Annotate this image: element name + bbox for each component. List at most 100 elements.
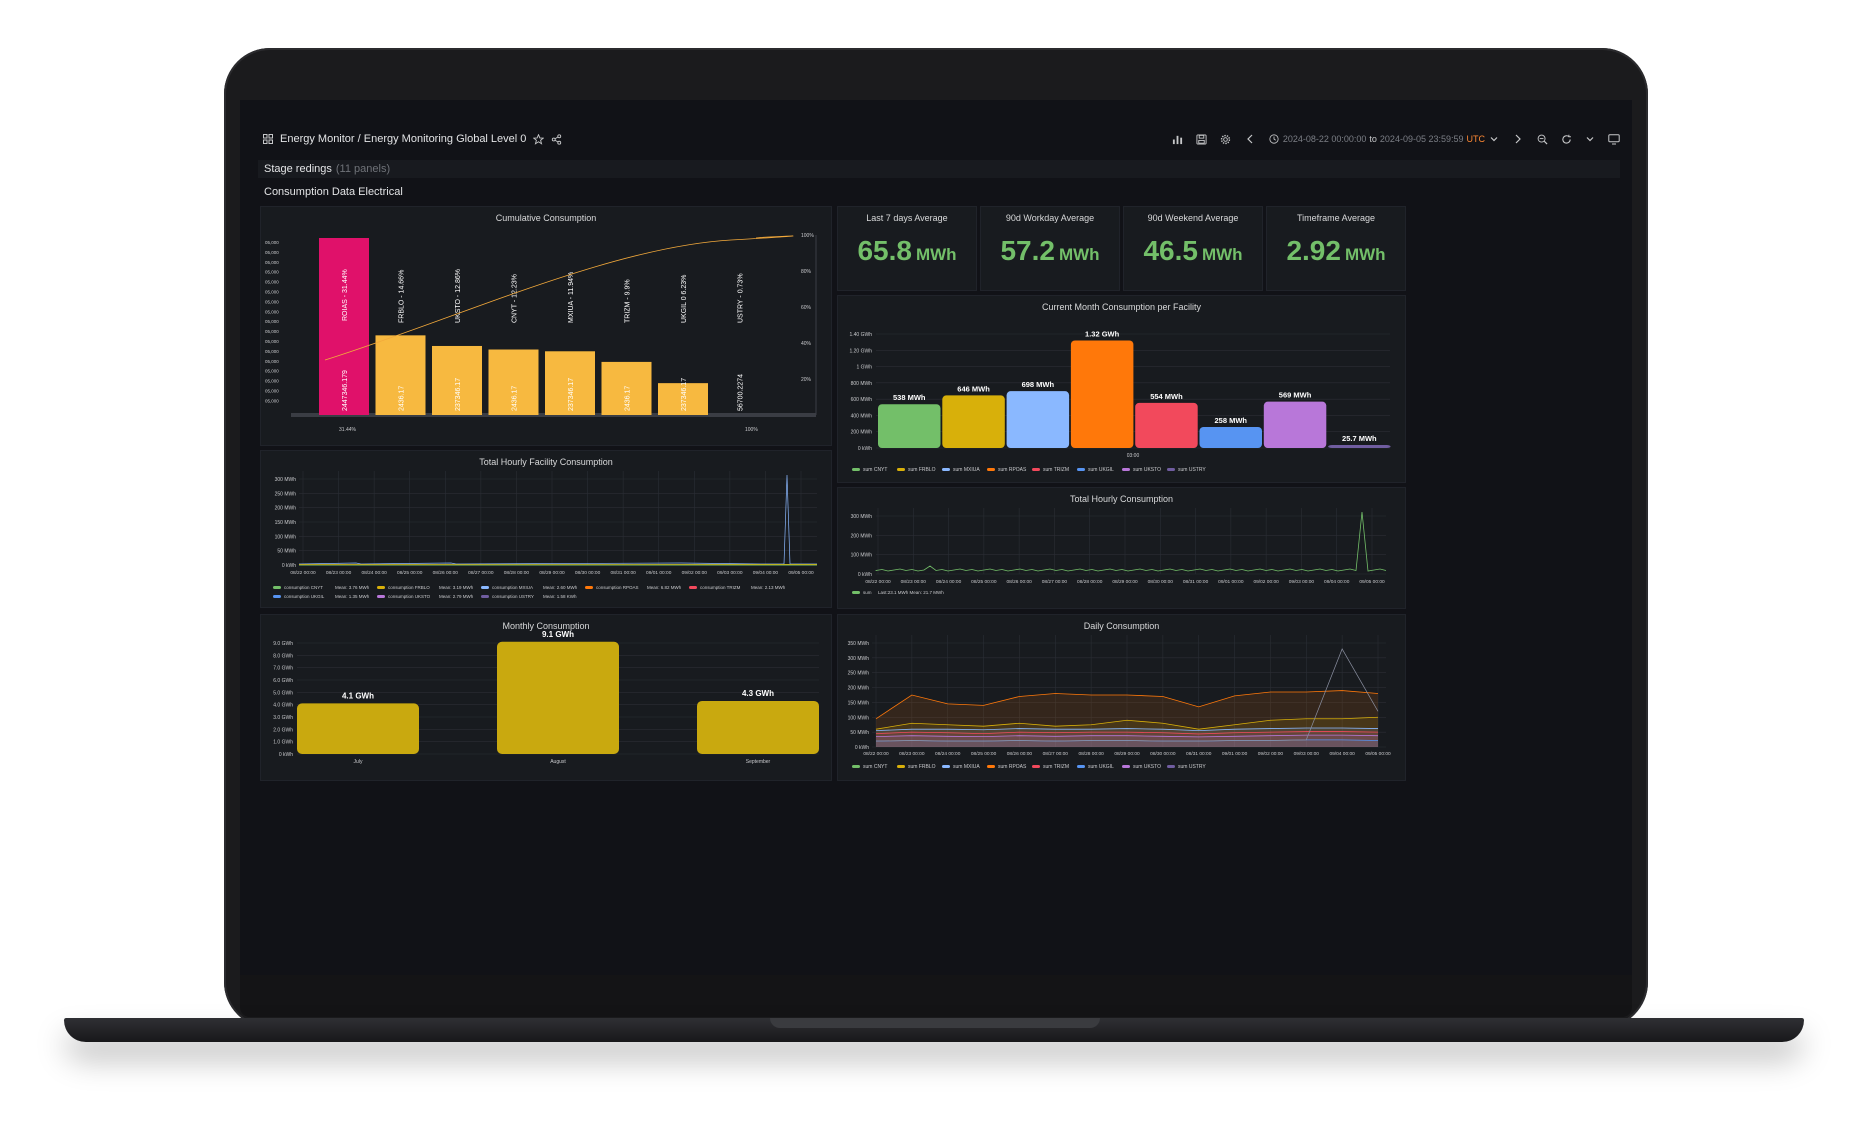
- x-tick: 09/01 00:00: [1222, 751, 1248, 757]
- y-tick: 2.0 GWh: [273, 727, 293, 733]
- y-tick: 100 MWh: [848, 715, 870, 721]
- facility-bar: [1199, 426, 1262, 448]
- x-tick: 08/31 00:00: [1186, 751, 1212, 757]
- stat-last-7-days[interactable]: Last 7 days Average 65.8 MWh: [837, 206, 977, 291]
- bar-category-label: UKGIL 0 6.23%: [681, 275, 688, 323]
- y-tick: 1 GWh: [856, 365, 872, 371]
- legend-label: sum: [863, 590, 872, 595]
- legend-label: consumption USTRY: [492, 594, 534, 599]
- legend-label: sum CNYT: [863, 764, 887, 770]
- legend-swatch: [942, 468, 950, 471]
- share-icon[interactable]: [550, 133, 562, 145]
- y-tick: 05,000: [265, 299, 279, 304]
- y-tick: 250 MWh: [848, 671, 870, 677]
- legend-mean: Mean: 2.79 MWh: [439, 594, 474, 599]
- section-title: Consumption Data Electrical: [264, 186, 403, 198]
- hourly-total-panel[interactable]: Total Hourly Consumption 300 MWh 200 MWh 1…: [837, 487, 1406, 609]
- row-header[interactable]: Stage redings (11 panels): [258, 160, 1620, 178]
- star-icon[interactable]: [532, 133, 544, 145]
- stat-timeframe-average[interactable]: Timeframe Average 2.92 MWh: [1266, 206, 1406, 291]
- x-tick: 08/26 00:00: [1007, 751, 1033, 757]
- bar-value-label: 4.1 GWh: [342, 691, 374, 700]
- y-tick: 150 MWh: [848, 700, 870, 706]
- y-tick: 05,000: [265, 339, 279, 344]
- legend-label: sum UKSTO: [1133, 467, 1161, 473]
- stat-value: 65.8 MWh: [838, 235, 976, 267]
- y-tick: 05,000: [265, 379, 279, 384]
- bar-value-label: 9.1 GWh: [542, 630, 574, 639]
- y-tick: 9.0 GWh: [273, 641, 293, 647]
- bar-value-label: 56700.2274: [738, 374, 745, 411]
- legend-label: sum RPOAS: [998, 467, 1027, 473]
- x-tick: 09/01 00:00: [646, 570, 672, 576]
- stat-90d-workday[interactable]: 90d Workday Average 57.2 MWh: [980, 206, 1120, 291]
- stat-number: 57.2: [1000, 235, 1055, 266]
- cumulative-bar: [375, 335, 426, 415]
- series-line: [875, 690, 1379, 720]
- x-tick: July: [354, 759, 363, 765]
- x-tick: 100%: [745, 427, 758, 433]
- y-tick: 0 kWh: [279, 752, 293, 758]
- time-range-picker[interactable]: 2024-08-22 00:00:00 to 2024-09-05 23:59:…: [1268, 133, 1500, 145]
- x-tick: 09/02 00:00: [1253, 579, 1279, 585]
- legend-swatch: [942, 765, 950, 768]
- x-tick: 09/05 00:00: [1359, 579, 1385, 585]
- legend-swatch: [852, 468, 860, 471]
- chevron-left-icon[interactable]: [1244, 133, 1256, 145]
- facility-month-panel[interactable]: Current Month Consumption per Facility 1…: [837, 295, 1406, 483]
- y-tick: 800 MWh: [851, 381, 873, 387]
- y-tick: 05,000: [265, 359, 279, 364]
- timezone-label: UTC: [1466, 134, 1486, 144]
- cumulative-chart: 05,000 05,000 05,000 05,000 05,000 05,000 05,0…: [265, 233, 817, 433]
- series-line: [875, 731, 1379, 735]
- legend-label: sum UKGIL: [1088, 467, 1114, 473]
- refresh-icon[interactable]: [1560, 133, 1572, 145]
- chevron-right-icon[interactable]: [1512, 133, 1524, 145]
- x-tick: 08/28 00:00: [1078, 751, 1104, 757]
- y-tick: 5.0 GWh: [273, 690, 293, 696]
- bar-value-label: 2436.17: [512, 386, 519, 411]
- gear-icon[interactable]: [1220, 133, 1232, 145]
- legend-mean: Mean: 3.19 MWh: [439, 585, 474, 590]
- daily-consumption-panel[interactable]: Daily Consumption 350 MWh 300 MWh 250 MWh 2…: [837, 614, 1406, 781]
- y-tick: 05,000: [265, 369, 279, 374]
- breadcrumb-text[interactable]: Energy Monitor / Energy Monitoring Globa…: [280, 133, 527, 145]
- legend-swatch: [987, 468, 995, 471]
- monthly-consumption-panel[interactable]: Monthly Consumption 9.0 GWh 8.0 GWh 7.0 GW…: [260, 614, 832, 781]
- y-tick: 50 MWh: [850, 730, 869, 736]
- x-tick: 08/24 00:00: [936, 579, 962, 585]
- y2-tick: 40%: [801, 341, 812, 347]
- legend-label: sum MXIUA: [953, 467, 980, 473]
- x-tick: 08/24 00:00: [361, 570, 387, 576]
- legend-swatch: [897, 765, 905, 768]
- stat-90d-weekend[interactable]: 90d Weekend Average 46.5 MWh: [1123, 206, 1263, 291]
- refresh-interval-chevron-icon[interactable]: [1584, 133, 1596, 145]
- cumulative-consumption-panel[interactable]: Cumulative Consumption 05,000 05,000 05,00…: [260, 206, 832, 446]
- zoom-out-icon[interactable]: [1536, 133, 1548, 145]
- y-tick: 1.40 GWh: [849, 332, 872, 338]
- y-tick: 1.0 GWh: [273, 740, 293, 746]
- panel-title: Total Hourly Consumption: [1069, 494, 1174, 504]
- facility-bar: [878, 404, 941, 448]
- laptop-bezel: [240, 975, 1632, 1017]
- x-tick: 08/23 00:00: [326, 570, 352, 576]
- bar-value-label: 538 MWh: [893, 393, 926, 402]
- legend-swatch: [689, 586, 697, 589]
- x-tick: 08/26 00:00: [1006, 579, 1032, 585]
- bar-value-label: 2436.17: [399, 386, 406, 411]
- chevron-down-icon: [1488, 133, 1500, 145]
- dashboards-grid-icon[interactable]: [262, 133, 274, 145]
- legend-label: sum UKGIL: [1088, 764, 1114, 770]
- save-icon[interactable]: [1196, 133, 1208, 145]
- y-tick: 200 MWh: [275, 506, 297, 512]
- hourly-facility-panel[interactable]: Total Hourly Facility Consumption 300 MW…: [260, 450, 832, 608]
- legend-label: consumption TRIZM: [700, 585, 741, 590]
- bar-value-label: 258 MWh: [1214, 416, 1247, 425]
- tv-mode-icon[interactable]: [1608, 133, 1620, 145]
- add-panel-icon[interactable]: [1172, 133, 1184, 145]
- facility-bar: [942, 395, 1005, 448]
- legend-swatch: [1122, 765, 1130, 768]
- y-tick: 200 MWh: [851, 430, 873, 436]
- facility-bar: [1263, 401, 1327, 448]
